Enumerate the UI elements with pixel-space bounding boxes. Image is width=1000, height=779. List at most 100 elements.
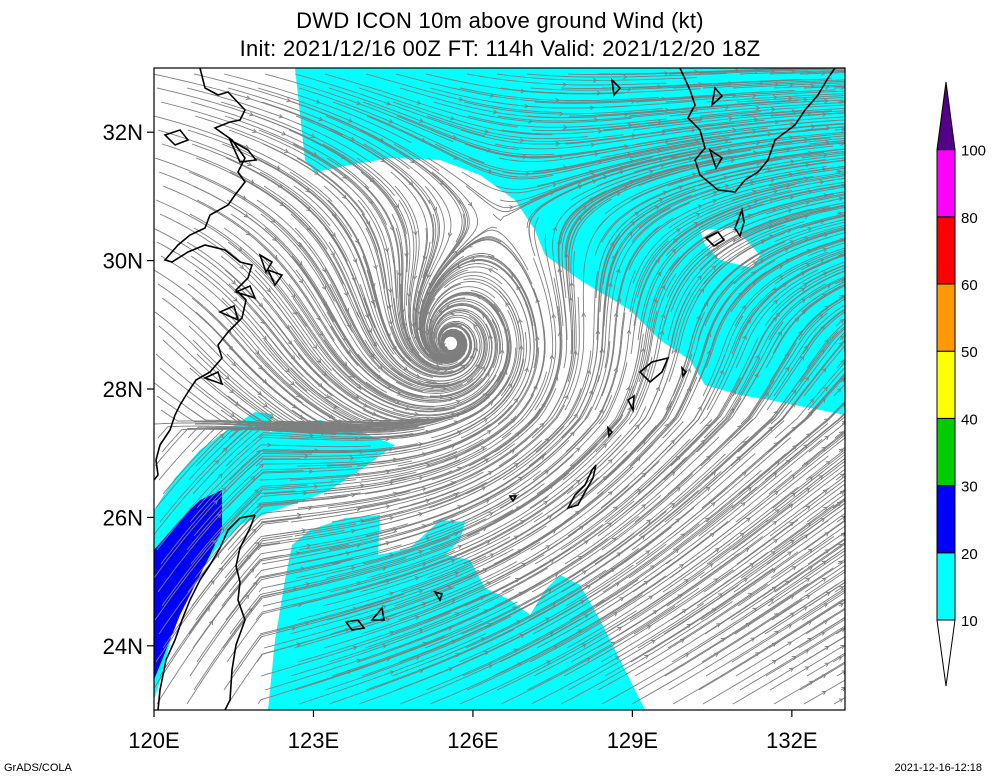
streamline-arrow (627, 123, 633, 128)
streamline-arrow (387, 304, 392, 310)
streamline-arrow (791, 389, 797, 395)
streamline-arrow (805, 162, 811, 168)
streamline (703, 213, 845, 285)
streamline-arrow (731, 93, 737, 98)
streamline-arrow (789, 195, 795, 200)
streamline-arrow (772, 316, 777, 322)
streamline-arrow (589, 105, 595, 110)
streamline (703, 116, 845, 131)
streamline-arrow (787, 641, 793, 646)
streamline (836, 358, 845, 369)
streamline-arrow (292, 404, 297, 409)
streamline (801, 152, 845, 159)
colorbar-label: 60 (961, 277, 978, 294)
streamline-arrow (418, 475, 424, 481)
streamline-arrow (839, 359, 845, 365)
streamline-arrow (808, 476, 814, 481)
streamline (801, 591, 845, 621)
streamline-arrow (627, 406, 632, 412)
streamline-arrow (559, 111, 564, 117)
streamline-arrow (577, 555, 583, 561)
streamline-arrow (839, 319, 845, 324)
streamline-arrow (599, 347, 605, 353)
streamline-arrow (389, 515, 395, 521)
streamline-arrow (808, 680, 814, 685)
streamline (832, 654, 845, 663)
streamline-arrow (584, 614, 590, 619)
streamline-arrow (586, 369, 592, 375)
streamline (833, 87, 845, 89)
streamline-arrow (839, 585, 845, 591)
coastlines (154, 68, 836, 710)
streamline-arrow (467, 201, 473, 207)
streamline-arrow (370, 299, 375, 305)
streamline (835, 627, 845, 635)
streamline-arrow (772, 520, 778, 526)
streamline-arrow (324, 394, 330, 399)
streamline-arrow (305, 582, 311, 587)
streamline-arrow (711, 265, 717, 271)
streamline-arrow (798, 330, 803, 336)
streamline-arrow (789, 82, 794, 88)
footer-left: GrADS/COLA (4, 762, 72, 774)
streamline-arrow (286, 97, 292, 103)
streamline-arrow (287, 340, 293, 346)
streamline-arrow (223, 447, 228, 452)
streamline-arrow (397, 272, 403, 278)
streamline-arrow (301, 528, 307, 533)
streamline-arrow (624, 144, 630, 149)
calm-area-kyushu (700, 228, 760, 268)
map-subtitle: Init: 2021/12/16 00Z FT: 114h Valid: 202… (239, 36, 761, 61)
streamline-arrow (321, 285, 327, 291)
streamline (836, 515, 845, 523)
streamline-arrow (629, 158, 635, 164)
latitude-axis: 24N 26N 28N 30N 32N (103, 120, 154, 659)
streamline-arrow (713, 578, 719, 583)
streamline-arrow (253, 581, 258, 586)
streamline (798, 298, 845, 341)
streamline-arrow (549, 354, 555, 360)
streamline-arrow (741, 471, 747, 477)
streamline-arrow (824, 549, 830, 554)
streamline-arrow (593, 117, 599, 123)
colorbar-upper-extension (936, 81, 956, 151)
streamline (739, 625, 845, 691)
streamline-arrow (577, 215, 582, 220)
streamline-arrow (283, 148, 289, 153)
streamline-arrow (823, 506, 828, 511)
streamline-arrow (256, 450, 261, 455)
streamline-arrow (555, 97, 561, 103)
streamline-arrow (710, 501, 716, 507)
streamline-arrow (253, 489, 259, 494)
streamline-arrow (488, 334, 493, 340)
streamline-arrow (573, 350, 578, 356)
streamline-arrow (480, 637, 486, 642)
streamline-arrow (418, 442, 424, 447)
streamline (663, 141, 845, 173)
streamline-arrow (789, 240, 795, 245)
lat-tick-label: 24N (103, 634, 143, 659)
streamline (840, 532, 845, 537)
streamline-arrow (348, 118, 353, 123)
streamline-arrow (697, 204, 703, 209)
streamline-arrow (392, 425, 397, 431)
streamline-arrow (231, 361, 237, 367)
streamline-arrow (625, 386, 631, 392)
streamline (704, 148, 845, 173)
lon-tick-label: 129E (607, 728, 658, 753)
streamline-arrow (259, 463, 264, 469)
streamline-arrow (414, 576, 420, 581)
streamline-arrow (551, 313, 557, 319)
streamline-arrow (350, 428, 356, 434)
colorbar-lower-extension (936, 619, 956, 687)
streamline-arrow (385, 504, 391, 509)
streamline-arrow (513, 648, 519, 653)
streamline-arrow (767, 224, 773, 230)
streamline (835, 472, 845, 481)
streamline-arrow (291, 626, 297, 631)
streamline-arrow (489, 553, 495, 558)
streamline-arrow (518, 318, 523, 324)
streamline-arrow (388, 320, 393, 326)
streamline-arrow (316, 358, 322, 364)
streamline-arrow (447, 232, 453, 238)
